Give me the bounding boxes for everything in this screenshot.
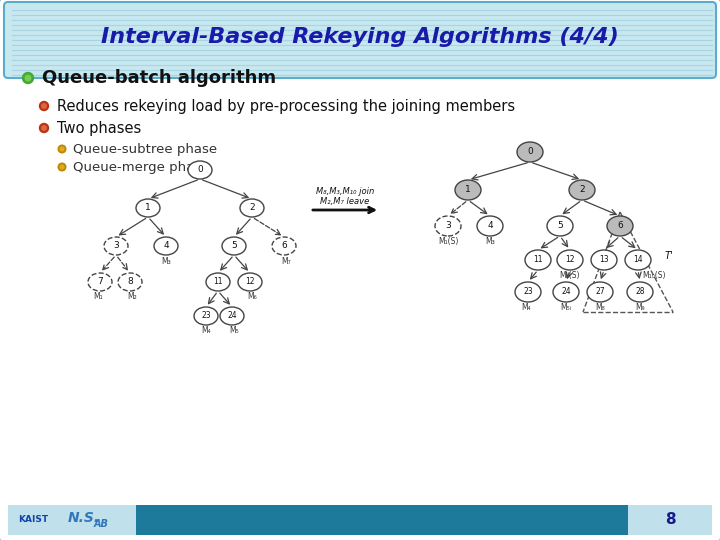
Ellipse shape — [188, 161, 212, 179]
Text: 13: 13 — [599, 255, 609, 265]
Text: 2: 2 — [249, 204, 255, 213]
Text: M₂: M₂ — [127, 292, 137, 301]
Text: Two phases: Two phases — [57, 120, 141, 136]
Text: 5: 5 — [557, 221, 563, 231]
Text: 0: 0 — [527, 147, 533, 157]
FancyBboxPatch shape — [4, 2, 716, 78]
Ellipse shape — [607, 216, 633, 236]
Ellipse shape — [194, 307, 218, 325]
Text: 11: 11 — [534, 255, 543, 265]
Ellipse shape — [25, 75, 31, 81]
Text: 1: 1 — [465, 186, 471, 194]
Text: M₈: M₈ — [595, 303, 605, 312]
Ellipse shape — [88, 273, 112, 291]
Text: M₅: M₅ — [229, 326, 239, 335]
Text: 8: 8 — [665, 512, 675, 528]
Text: AB: AB — [94, 519, 109, 529]
Text: 5: 5 — [231, 241, 237, 251]
Ellipse shape — [222, 237, 246, 255]
Text: 4: 4 — [487, 221, 492, 231]
Ellipse shape — [42, 126, 46, 130]
FancyBboxPatch shape — [628, 505, 712, 535]
Text: M₂,M₇ leave: M₂,M₇ leave — [320, 197, 369, 206]
Ellipse shape — [238, 273, 262, 291]
Ellipse shape — [435, 216, 461, 236]
Ellipse shape — [627, 282, 653, 302]
Text: 23: 23 — [523, 287, 533, 296]
Ellipse shape — [42, 104, 46, 108]
Ellipse shape — [104, 237, 128, 255]
Text: 0: 0 — [197, 165, 203, 174]
Text: M₈,M₃,M₁₀ join: M₈,M₃,M₁₀ join — [316, 187, 374, 196]
Text: 1: 1 — [145, 204, 151, 213]
Ellipse shape — [22, 72, 34, 84]
FancyBboxPatch shape — [8, 505, 136, 535]
Text: 3: 3 — [113, 241, 119, 251]
Ellipse shape — [154, 237, 178, 255]
Text: M₁: M₁ — [93, 292, 103, 301]
Text: Reduces rekeying load by pre-processing the joining members: Reduces rekeying load by pre-processing … — [57, 98, 515, 113]
Ellipse shape — [220, 307, 244, 325]
Ellipse shape — [547, 216, 573, 236]
Text: 27: 27 — [595, 287, 605, 296]
Text: Queue-merge phase: Queue-merge phase — [73, 160, 210, 173]
Text: Interval-Based Rekeying Algorithms (4/4): Interval-Based Rekeying Algorithms (4/4) — [101, 27, 619, 47]
Ellipse shape — [515, 282, 541, 302]
Ellipse shape — [557, 250, 583, 270]
Text: 12: 12 — [246, 278, 255, 287]
Text: 3: 3 — [445, 221, 451, 231]
Ellipse shape — [517, 142, 543, 162]
Text: 8: 8 — [127, 278, 133, 287]
Text: M₁₀(S): M₁₀(S) — [642, 271, 665, 280]
Text: M₄: M₄ — [201, 326, 211, 335]
Text: 28: 28 — [635, 287, 644, 296]
Ellipse shape — [591, 250, 617, 270]
Ellipse shape — [40, 102, 48, 111]
Ellipse shape — [206, 273, 230, 291]
Text: M₇: M₇ — [282, 257, 291, 266]
Text: 24: 24 — [561, 287, 571, 296]
Ellipse shape — [40, 124, 48, 132]
Ellipse shape — [58, 145, 66, 153]
Ellipse shape — [587, 282, 613, 302]
Text: 23: 23 — [201, 312, 211, 321]
Ellipse shape — [118, 273, 142, 291]
Text: 14: 14 — [633, 255, 643, 265]
Text: 6: 6 — [281, 241, 287, 251]
Ellipse shape — [272, 237, 296, 255]
Text: T': T' — [665, 251, 674, 261]
Ellipse shape — [240, 199, 264, 217]
Text: 7: 7 — [97, 278, 103, 287]
Ellipse shape — [525, 250, 551, 270]
Text: M₉: M₉ — [635, 303, 645, 312]
Text: M₃: M₃ — [485, 237, 495, 246]
Text: M₆: M₆ — [247, 292, 257, 301]
Text: M₅ᵢ: M₅ᵢ — [560, 303, 572, 312]
Text: M₆(S): M₆(S) — [559, 271, 580, 280]
Ellipse shape — [136, 199, 160, 217]
Ellipse shape — [477, 216, 503, 236]
Text: 6: 6 — [617, 221, 623, 231]
Ellipse shape — [60, 147, 64, 151]
Text: M₁(S): M₁(S) — [438, 237, 458, 246]
Ellipse shape — [625, 250, 651, 270]
Text: 12: 12 — [565, 255, 575, 265]
Text: M₃: M₃ — [161, 257, 171, 266]
Text: N.S.: N.S. — [68, 511, 100, 525]
Text: 2: 2 — [579, 186, 585, 194]
Ellipse shape — [60, 165, 64, 169]
Ellipse shape — [553, 282, 579, 302]
Text: 24: 24 — [228, 312, 237, 321]
Text: M₄: M₄ — [521, 303, 531, 312]
Ellipse shape — [569, 180, 595, 200]
FancyBboxPatch shape — [8, 505, 712, 535]
Text: 11: 11 — [213, 278, 222, 287]
Text: 4: 4 — [163, 241, 168, 251]
Text: Queue-subtree phase: Queue-subtree phase — [73, 143, 217, 156]
Text: KAIST: KAIST — [18, 516, 48, 524]
Text: Queue-batch algorithm: Queue-batch algorithm — [42, 69, 276, 87]
Ellipse shape — [455, 180, 481, 200]
Ellipse shape — [58, 163, 66, 171]
